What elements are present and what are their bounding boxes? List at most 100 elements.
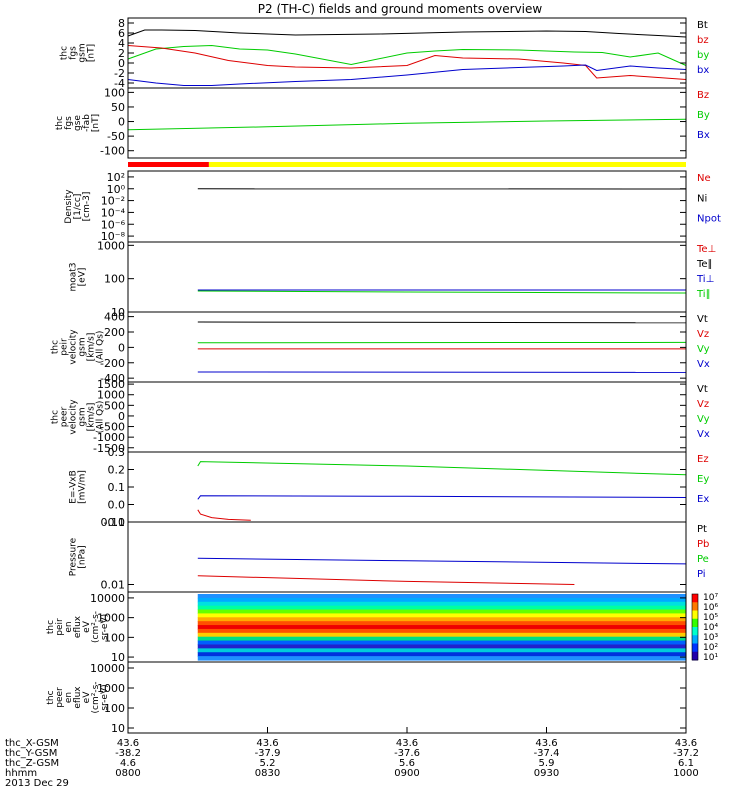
legend-bx: bx — [697, 65, 709, 76]
series-line-black — [198, 322, 686, 323]
ylabel-line: [nPa] — [78, 545, 88, 568]
legend-pi: Pi — [697, 569, 706, 580]
ytick-label: 0.2 — [108, 464, 126, 477]
ytick-label: 0 — [118, 341, 125, 354]
ytick-label: 400 — [104, 311, 125, 324]
spectrogram-band — [198, 652, 686, 656]
series-line-red — [198, 510, 251, 521]
colorbar-tick-label: 10⁵ — [703, 613, 718, 623]
colorbar-segment — [692, 594, 698, 603]
colorbar-tick-label: 10¹ — [703, 653, 718, 663]
ylabel-line: [cm-3] — [82, 192, 92, 222]
series-line-red — [198, 576, 575, 585]
spectrogram-band — [198, 629, 686, 633]
ylabel-line: [mV/m] — [78, 470, 88, 504]
panel-frame — [128, 452, 686, 522]
ytick-label: 10 — [111, 722, 125, 735]
colorbar-segment — [692, 602, 698, 611]
legend-vz: Vz — [697, 399, 709, 410]
spectrogram-band — [198, 625, 686, 629]
legend-bx: Bx — [697, 130, 710, 141]
legend-ez: Ez — [697, 454, 709, 465]
spectrogram-band — [198, 613, 686, 617]
spectrogram-band — [198, 610, 686, 614]
ytick-label: 10000 — [90, 662, 125, 675]
legend-bz: Bz — [697, 90, 709, 101]
legend-by: by — [697, 50, 709, 61]
colorbar-segment — [692, 652, 698, 661]
ylabel-line: [nT] — [87, 44, 97, 62]
legend-vz: Vz — [697, 329, 709, 340]
spectrogram-band — [198, 656, 686, 660]
ytick-label: 0.1 — [108, 481, 126, 494]
legend-bt: Bt — [697, 20, 708, 31]
series-line-blue — [198, 558, 686, 564]
xtick-label: 1000 — [673, 768, 698, 779]
xtick-label: 0830 — [255, 768, 280, 779]
status-bar-red — [128, 162, 209, 167]
series-line-red — [128, 46, 686, 80]
panel-frame — [128, 242, 686, 312]
spectrogram-band — [198, 633, 686, 637]
legend-te∥: Te∥ — [696, 259, 713, 270]
legend-vt: Vt — [697, 384, 708, 395]
legend-ey: Ey — [697, 474, 709, 485]
series-line-green — [128, 46, 686, 66]
series-line-blue — [198, 496, 686, 500]
spectrogram-band — [198, 602, 686, 606]
spectrogram-band — [198, 648, 686, 652]
ylabel-line: (All Qs) — [96, 331, 106, 364]
spectrogram-band — [198, 644, 686, 648]
ytick-label: 100 — [104, 273, 125, 286]
ytick-label: 0 — [118, 116, 125, 129]
spectrogram-band — [198, 598, 686, 602]
colorbar-tick-label: 10⁶ — [703, 603, 718, 613]
legend-ti∥: Ti∥ — [696, 289, 711, 300]
legend-vy: Vy — [697, 344, 710, 355]
ytick-label: 0.0 — [108, 499, 126, 512]
spectrogram-band — [198, 617, 686, 621]
legend-by: By — [697, 110, 710, 121]
ylabel-line: [nT] — [91, 114, 101, 132]
legend-bz: bz — [697, 35, 709, 46]
panel-frame — [128, 171, 686, 242]
xaxis-row-label: 2013 Dec 29 — [5, 778, 69, 789]
ylabel-line: sr-eV) — [100, 614, 110, 640]
plot-title: P2 (TH-C) fields and ground moments over… — [258, 2, 543, 16]
colorbar-segment — [692, 627, 698, 636]
series-line-green — [198, 462, 686, 475]
xtick-label: 0800 — [115, 768, 140, 779]
legend-npot: Npot — [697, 214, 721, 225]
colorbar-tick-label: 10⁴ — [703, 623, 718, 633]
ylabel-line: [eV] — [78, 268, 88, 287]
legend-ne: Ne — [697, 173, 711, 184]
series-line-blue — [128, 65, 686, 86]
ylabel-line: sr-eV) — [100, 684, 110, 710]
legend-ti⊥: Ti⊥ — [696, 274, 714, 285]
ytick-label: 0.01 — [101, 579, 126, 592]
colorbar-tick-label: 10² — [703, 643, 718, 653]
series-line-black — [128, 30, 686, 37]
series-line-green — [128, 119, 686, 130]
ylabel-line: (All Qs) — [96, 401, 106, 434]
ytick-label: -100 — [100, 145, 125, 158]
legend-vx: Vx — [697, 429, 710, 440]
spectrogram-band — [198, 641, 686, 645]
spectrogram-band — [198, 637, 686, 641]
colorbar-tick-label: 10³ — [703, 633, 718, 643]
ytick-label: 0.10 — [101, 516, 126, 529]
ytick-label: 0.3 — [108, 446, 126, 459]
ytick-label: 10000 — [90, 592, 125, 605]
series-line-green — [198, 291, 686, 293]
legend-pe: Pe — [697, 554, 709, 565]
legend-vt: Vt — [697, 314, 708, 325]
legend-vx: Vx — [697, 359, 710, 370]
colorbar-segment — [692, 611, 698, 620]
colorbar-segment — [692, 635, 698, 644]
legend-ex: Ex — [697, 494, 709, 505]
colorbar-tick-label: 10⁷ — [703, 593, 718, 603]
panel-frame — [128, 662, 686, 733]
xtick-label: 0930 — [534, 768, 559, 779]
